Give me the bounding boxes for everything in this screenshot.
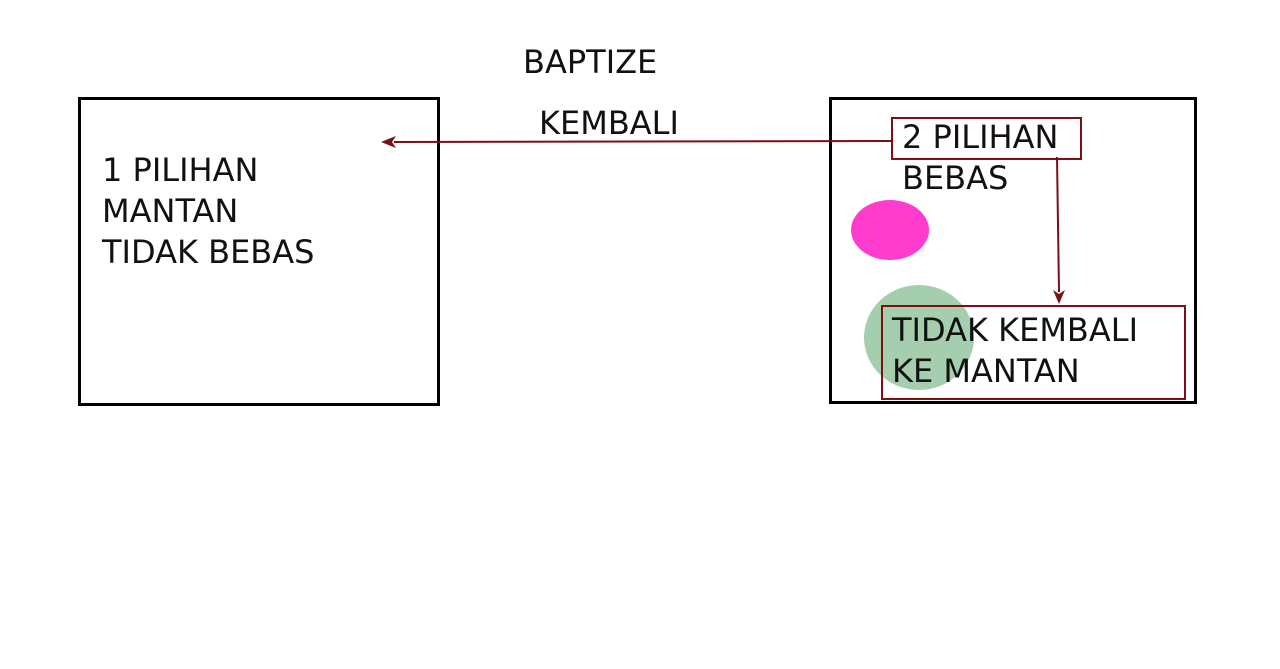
left-box-line: 1 PILIHAN: [102, 151, 259, 189]
right-box-line: 2 PILIHAN: [902, 118, 1059, 156]
result-line: TIDAK KEMBALI: [892, 311, 1139, 349]
right-box-line: BEBAS: [902, 159, 1009, 197]
choice-highlight-box: [891, 117, 1082, 160]
left-box: [78, 97, 440, 406]
diagram-title: BAPTIZE: [523, 43, 658, 81]
result-line: KE MANTAN: [892, 352, 1080, 390]
pink-dot: [851, 200, 929, 260]
arrow-label: KEMBALI: [539, 104, 679, 142]
left-box-line: TIDAK BEBAS: [102, 233, 315, 271]
right-box: [829, 97, 1197, 404]
result-box: [881, 305, 1186, 400]
left-box-line: MANTAN: [102, 192, 239, 230]
